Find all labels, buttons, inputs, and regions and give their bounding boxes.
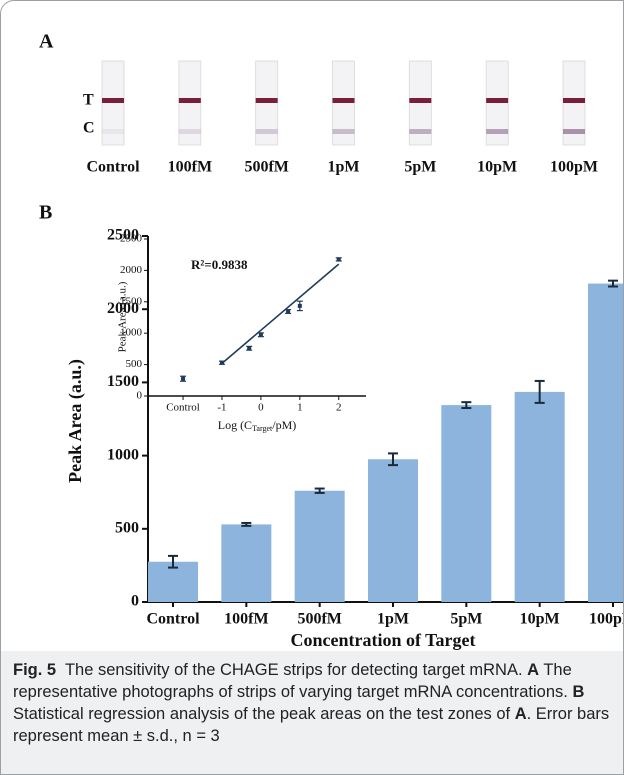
panel-label: A [39, 31, 54, 53]
test-band [102, 98, 124, 103]
control-band [102, 129, 124, 134]
inset-point [286, 309, 291, 314]
inset-x-tick-label: 1 [297, 402, 303, 414]
y-tick-label: 2000 [107, 300, 139, 317]
figure-caption: Fig. 5 The sensitivity of the CHAGE stri… [1, 651, 623, 774]
y-tick-label: 1000 [107, 446, 139, 463]
control-band [178, 129, 201, 134]
test-band [409, 98, 432, 103]
caption-text: The sensitivity of the CHAGE strips for … [56, 661, 528, 679]
test-band [255, 98, 278, 103]
caption-bold-text: Fig. 5 [13, 661, 57, 679]
x-tick-label: 10pM [520, 611, 560, 628]
test-band [332, 98, 355, 103]
y-tick-label: 2500 [107, 227, 139, 244]
band-label: C [83, 120, 95, 137]
strip-label: 100pM [550, 159, 598, 176]
inset-x-axis-title-part: Log (C [218, 418, 252, 432]
inset-x-tick-label: -1 [217, 402, 226, 414]
bar [294, 490, 345, 602]
x-tick-label: 100pM [589, 611, 623, 628]
y-tick-label: 0 [131, 593, 139, 610]
inset-point [247, 346, 252, 351]
strip-label: 100fM [168, 159, 212, 176]
control-band [563, 129, 585, 134]
strip-label: 10pM [477, 159, 517, 176]
panel-label: B [39, 202, 52, 224]
y-tick-label: 500 [115, 519, 139, 536]
inset-y-tick-label: 2000 [120, 264, 143, 276]
strip-label: 500fM [244, 159, 288, 176]
caption-bold-text: A [514, 705, 527, 723]
test-band [563, 98, 585, 103]
bar [221, 524, 272, 602]
bar [588, 283, 623, 602]
inset-y-tick-label: 2500 [120, 233, 143, 245]
control-band [486, 129, 509, 134]
strip-label: 1pM [328, 159, 360, 176]
x-tick-label: 1pM [377, 611, 409, 628]
inset-point [258, 332, 263, 337]
fit-line [221, 263, 340, 364]
bar [368, 459, 418, 602]
inset-y-tick-label: 0 [137, 390, 143, 402]
caption-bold-text: A [527, 661, 540, 679]
inset-x-tick-label: 0 [258, 402, 264, 414]
caption-text: . Error bars represent mean ± s.d., n = … [13, 705, 614, 745]
inset-x-tick-label: Control [166, 402, 200, 414]
bar [441, 405, 492, 602]
inset-point [297, 303, 302, 308]
x-tick-label: 100fM [224, 611, 268, 628]
test-band [178, 98, 201, 103]
y-axis-title: Peak Area (a.u.) [65, 359, 86, 483]
inset-point [336, 257, 341, 262]
inset-x-axis-title: Log (CTarget/pM) [218, 418, 297, 433]
inset-x-axis-title-part: /pM) [272, 418, 296, 432]
y-tick-label: 1500 [107, 373, 139, 390]
bar [514, 391, 565, 602]
test-band [486, 98, 509, 103]
inset-point [219, 360, 224, 365]
strip-label: 5pM [404, 159, 436, 176]
figure-panels: A TC Control 100fM 500fM 1pM 5pM 10pM 100pM B 0 500… [39, 31, 623, 650]
inset-point [181, 376, 186, 381]
caption-bold-text: B [572, 683, 585, 701]
control-band [255, 129, 278, 134]
inset-x-axis-title-subscript: Target [252, 424, 273, 433]
x-tick-label: 5pM [450, 611, 482, 628]
control-band [409, 129, 432, 134]
inset-y-axis-title: Peak Area (a.u.) [117, 281, 129, 352]
caption-text: The representative photographs of strips… [13, 661, 577, 701]
x-axis-title: Concentration of Target [291, 630, 476, 650]
band-label: T [83, 92, 94, 109]
inset-x-tick-label: 2 [336, 402, 342, 414]
inset-y-tick-label: 1000 [120, 327, 143, 339]
control-band [332, 129, 355, 134]
x-tick-label: 500fM [297, 611, 341, 628]
caption-text: Statistical regression analysis of the p… [13, 683, 589, 723]
inset-y-tick-label: 1500 [120, 295, 143, 307]
inset-y-tick-label: 500 [126, 358, 143, 370]
x-tick-label: Control [146, 611, 200, 628]
inset-annotation: R²=0.9838 [191, 257, 248, 272]
strip-label: Control [86, 159, 140, 176]
